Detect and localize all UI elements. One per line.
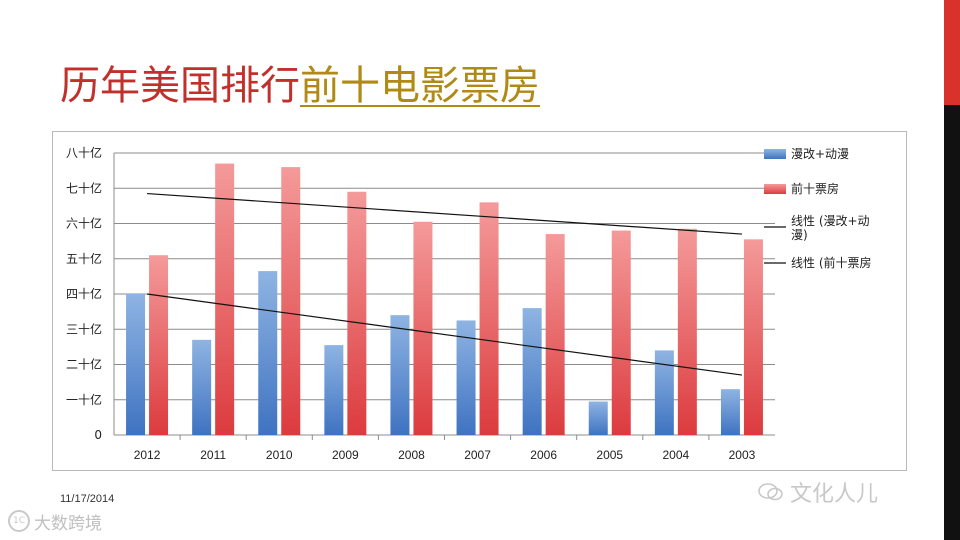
x-tick-label: 2010	[266, 448, 293, 462]
watermark-left: 1C 大数跨境	[8, 508, 102, 534]
trendline-top10	[147, 192, 742, 235]
watermark-logo-icon: 1C	[8, 510, 30, 532]
bar-top10	[347, 191, 367, 435]
y-tick-label: 五十亿	[66, 251, 102, 266]
watermark-right-text: 文化人儿	[790, 482, 879, 507]
bar-top10	[743, 239, 763, 435]
bar-top10	[545, 234, 565, 435]
x-tick-label: 2009	[332, 448, 359, 462]
y-tick-label: 0	[94, 428, 102, 442]
y-tick-label: 八十亿	[66, 145, 102, 160]
legend-label: 线性 (前十票房	[791, 255, 872, 270]
title-part-red: 历年美国排行	[60, 63, 300, 109]
y-tick-label: 三十亿	[66, 321, 102, 336]
legend-label: 漫改+动漫	[791, 147, 849, 161]
y-tick-label: 四十亿	[66, 286, 102, 301]
x-tick-label: 2003	[729, 448, 756, 462]
y-tick-label: 二十亿	[66, 357, 102, 372]
bar-top10	[677, 228, 697, 435]
y-tick-label: 六十亿	[66, 216, 102, 231]
legend-swatch	[764, 149, 786, 159]
watermark-right: 文化人儿	[758, 477, 878, 507]
accent-edge-red	[944, 0, 960, 105]
x-tick-label: 2006	[530, 448, 557, 462]
accent-edge-black	[944, 105, 960, 540]
x-tick-label: 2012	[134, 448, 161, 462]
bar-top10	[281, 167, 301, 435]
legend-label: 线性 (漫改+动漫)	[791, 214, 870, 242]
bar-comic	[522, 308, 542, 435]
x-tick-label: 2007	[464, 448, 491, 462]
y-tick-label: 一十亿	[66, 392, 102, 407]
watermark-left-text: 大数跨境	[34, 513, 102, 534]
bar-top10	[479, 202, 499, 435]
title-part-gold: 前十电影票房	[300, 63, 540, 109]
bar-top10	[611, 230, 631, 435]
x-tick-label: 2011	[200, 448, 226, 462]
wechat-icon	[758, 483, 783, 501]
x-tick-label: 2008	[398, 448, 425, 462]
slide-title: 历年美国排行前十电影票房	[60, 58, 540, 114]
legend-swatch	[764, 184, 786, 194]
bar-comic	[258, 271, 278, 435]
bar-top10	[413, 221, 433, 435]
x-tick-label: 2004	[662, 448, 689, 462]
bar-comic	[456, 320, 476, 435]
bar-comic	[654, 350, 674, 435]
bar-comic	[126, 294, 146, 435]
bar-top10	[215, 163, 235, 435]
bar-top10	[149, 255, 169, 435]
legend-label: 前十票房	[791, 181, 839, 196]
slide-date: 11/17/2014	[60, 493, 115, 505]
bar-comic	[588, 401, 608, 435]
bar-comic	[390, 315, 410, 435]
trendline-comic	[146, 293, 743, 376]
y-tick-label: 七十亿	[66, 180, 102, 195]
x-tick-label: 2005	[596, 448, 623, 462]
bar-comic	[324, 345, 344, 435]
bar-comic	[192, 339, 212, 435]
bar-comic	[720, 389, 740, 435]
